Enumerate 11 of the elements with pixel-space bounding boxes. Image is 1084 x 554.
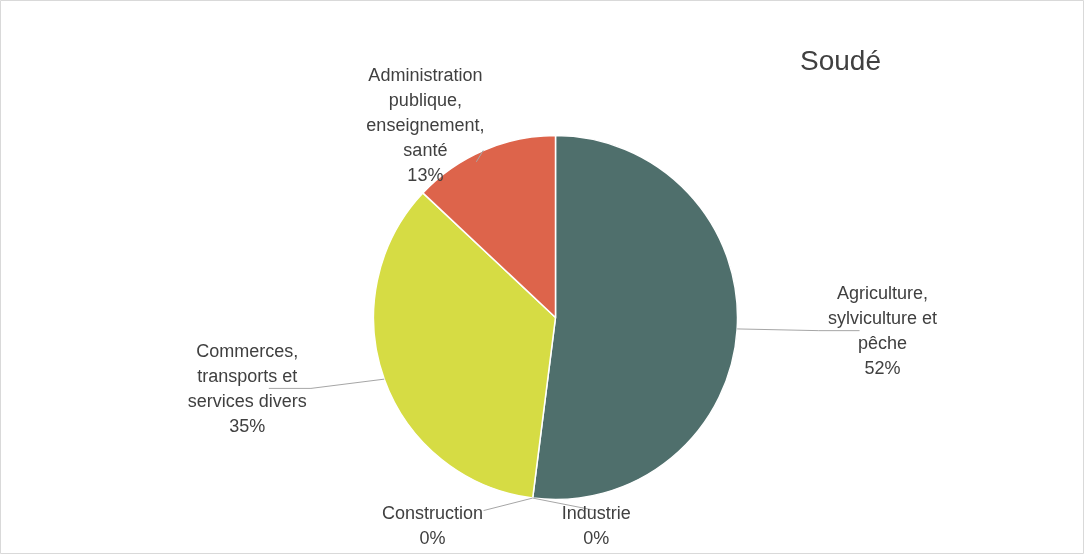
legend-label: Industrie bbox=[561, 502, 631, 523]
data-label: 35% bbox=[229, 415, 266, 436]
slice-label: Administration publique, enseignement, santé bbox=[366, 65, 485, 161]
data-label: 52% bbox=[864, 358, 901, 379]
data-label: 13% bbox=[407, 165, 444, 186]
text: 0% bbox=[583, 527, 610, 548]
slice-label: Agriculture, sylviculture et pêche bbox=[827, 283, 937, 354]
slice-label: Commerces, transports et services divers bbox=[187, 340, 307, 411]
text: 0% bbox=[419, 527, 446, 548]
category-label: Construction bbox=[382, 502, 484, 523]
chart-title: Soudé bbox=[800, 45, 881, 76]
